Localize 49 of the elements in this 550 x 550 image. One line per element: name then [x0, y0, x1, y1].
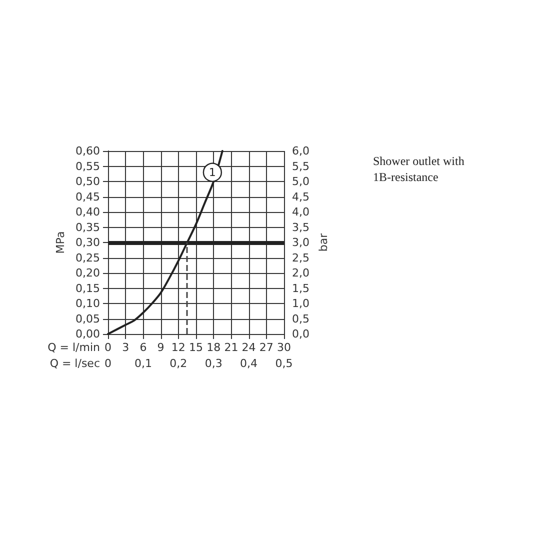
x2-axis-title: Q = l/sec [50, 357, 100, 370]
y2-tick-label: 2,0 [292, 266, 310, 280]
y2-tick-label: 4,0 [292, 206, 310, 218]
y-tick-label: 0,15 [76, 282, 100, 295]
x2-tick-label: 0 [104, 357, 112, 370]
x-tick-label: 21 [224, 341, 238, 354]
y-tick-label: 0,30 [76, 236, 100, 249]
y2-tick-label: 4,5 [292, 190, 310, 204]
x2-tick-label: 0,1 [134, 357, 152, 370]
x-tick-label: 30 [277, 341, 291, 354]
x-tick-label: 9 [157, 341, 164, 354]
x2-tick-label: 0,3 [204, 357, 222, 370]
y-tick-label: 0,25 [76, 251, 100, 264]
y2-tick-label: 3,0 [292, 236, 310, 249]
y-tick-label: 0,20 [76, 266, 100, 280]
y2-tick-label: 5,5 [292, 160, 310, 173]
x-axis-title: Q = l/min [48, 341, 100, 354]
y-tick-label: 0,40 [76, 206, 100, 218]
annotation: 1 [208, 166, 216, 179]
y-tick-label: 0,60 [76, 144, 100, 158]
y2-tick-label: 1,0 [292, 297, 310, 310]
x-tick-label: 12 [171, 341, 186, 354]
x-tick-label: 24 [242, 341, 256, 354]
y2-tick-label: 5,0 [292, 175, 310, 188]
x-tick-label: 18 [206, 341, 221, 354]
y-tick-label: 0,00 [76, 328, 100, 340]
y2-tick-label: 0,5 [292, 312, 310, 326]
y-tick-label: 0,45 [76, 190, 100, 204]
x-tick-label: 3 [122, 341, 130, 354]
y-tick-label: 0,10 [76, 297, 100, 310]
y2-tick-label: 6,0 [292, 144, 310, 158]
y2-axis-title: bar [317, 232, 330, 252]
x-tick-label: 27 [259, 341, 274, 354]
y2-tick-label: 3,5 [292, 220, 310, 234]
text: Shower outlet with 1B-resistance [373, 154, 468, 184]
y-tick-label: 0,50 [76, 175, 100, 188]
y-axis-title: MPa [54, 231, 67, 254]
x2-tick-label: 0,4 [240, 357, 258, 370]
y-tick-label: 0,35 [76, 220, 100, 234]
y-tick-label: 0,55 [76, 160, 100, 173]
x-tick-label: 15 [189, 341, 203, 354]
x-tick-label: 0 [104, 341, 112, 354]
y-tick-label: 0,05 [76, 312, 100, 326]
x2-tick-label: 0,5 [275, 357, 293, 370]
y2-tick-label: 2,5 [292, 251, 310, 264]
y2-tick-label: 1,5 [292, 282, 310, 295]
x-tick-label: 6 [140, 341, 147, 354]
y2-tick-label: 0,0 [292, 328, 310, 340]
x2-tick-label: 0,2 [170, 357, 188, 370]
